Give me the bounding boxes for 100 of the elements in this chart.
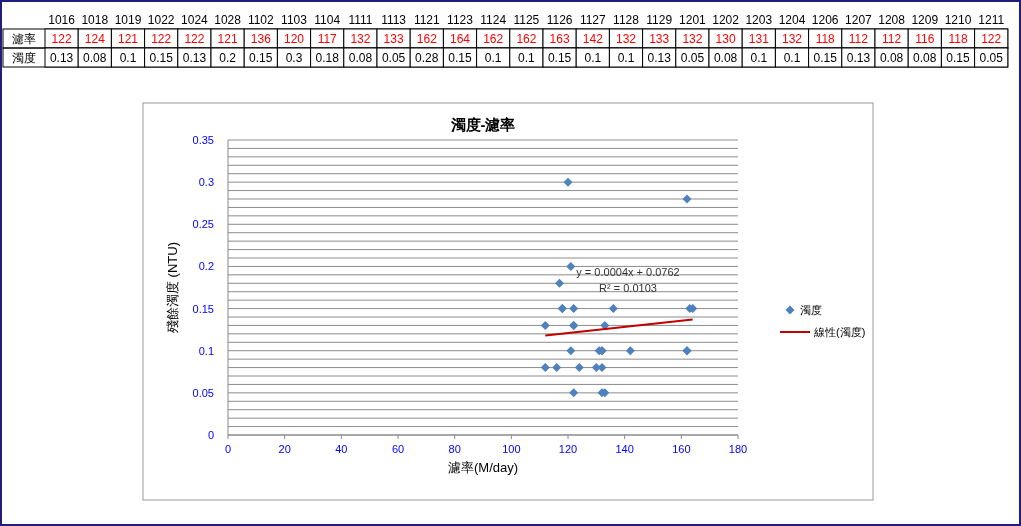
data-label: 0.3: [285, 51, 303, 65]
data-label: 130: [715, 32, 736, 46]
data-label: 120: [283, 32, 305, 46]
annotation: y = 0.0004x + 0.0762: [576, 266, 680, 278]
x-tick-label: 1125: [513, 13, 540, 27]
x-tick-label: 1028: [214, 13, 242, 27]
data-label: 112: [882, 32, 902, 46]
data-label: 0.08: [913, 51, 937, 65]
data-label: 118: [815, 32, 836, 46]
data-label: 122: [51, 32, 72, 46]
data-label: 0.15: [946, 51, 970, 65]
x-tick-label: 180: [728, 443, 748, 455]
data-label: 118: [948, 32, 968, 46]
x-tick-label: 1208: [878, 13, 906, 27]
data-label: 0.05: [680, 51, 705, 65]
y-tick-label: 0.05: [192, 386, 214, 399]
data-label: 121: [117, 32, 139, 46]
data-label: 0.13: [647, 51, 672, 65]
y-tick-label: 0.25: [192, 218, 214, 231]
data-label: 164: [449, 32, 471, 46]
data-label: 0.15: [813, 51, 838, 65]
x-tick-label: 1018: [81, 13, 109, 27]
x-tick-label: 1113: [381, 13, 407, 27]
legend-label: 線性(濁度): [813, 326, 866, 338]
x-tick-label: 1022: [147, 13, 175, 27]
x-tick-label: 1121: [413, 13, 441, 27]
x-tick-label: 1129: [646, 13, 673, 27]
data-label: 0.1: [518, 51, 536, 65]
data-label: 112: [848, 32, 869, 46]
data-label: 0.1: [617, 51, 635, 65]
legend-label: 濁度: [800, 304, 822, 316]
data-label: 162: [483, 32, 504, 46]
data-label: 0.1: [750, 51, 768, 65]
x-tick-label: 1209: [911, 13, 939, 27]
x-tick-label: 1019: [114, 13, 142, 27]
data-label: 0.05: [381, 51, 406, 65]
x-tick-label: 1102: [247, 13, 275, 27]
data-label: 0.13: [846, 51, 871, 65]
data-label: 117: [317, 32, 338, 46]
data-label: 162: [416, 32, 438, 46]
x-axis-title: 濾率(M/day): [447, 460, 519, 475]
y-tick-label: 濾率: [12, 32, 36, 46]
chart-title: 濁度-濾率: [449, 116, 516, 133]
x-tick-label: 1204: [778, 13, 806, 27]
x-tick-label: 1207: [845, 13, 873, 27]
data-label: 122: [981, 32, 1002, 46]
x-tick-label: 40: [335, 443, 348, 455]
x-tick-label: 1103: [281, 13, 308, 27]
data-label: 133: [383, 32, 404, 46]
data-label: 132: [350, 32, 371, 46]
x-tick-label: 0: [224, 443, 232, 455]
x-tick-label: 1211: [978, 13, 1005, 27]
y-tick-label: 0.3: [198, 176, 214, 189]
y-tick-label: 0.35: [192, 134, 214, 146]
data-label: 136: [250, 32, 272, 46]
data-label: 0.15: [249, 51, 273, 65]
data-label: 0.08: [83, 51, 107, 65]
data-label: 133: [649, 32, 670, 46]
x-tick-label: 80: [448, 443, 461, 455]
x-tick-label: 140: [615, 443, 634, 455]
x-tick-label: 1126: [546, 13, 573, 27]
data-label: 162: [516, 32, 537, 46]
data-label: 142: [582, 32, 604, 46]
data-label: 0.15: [448, 51, 472, 65]
annotation: R² = 0.0103: [599, 282, 657, 294]
x-tick-label: 1206: [811, 13, 839, 27]
data-label: 0.13: [182, 51, 207, 65]
data-label: 0.15: [547, 51, 572, 65]
x-tick-label: 1111: [348, 13, 373, 27]
data-label: 0.08: [348, 51, 373, 65]
data-label: 132: [781, 32, 803, 46]
x-tick-label: 1104: [314, 13, 341, 27]
y-tick-label: 0.2: [198, 260, 214, 273]
data-label: 0.2: [219, 51, 237, 65]
x-tick-label: 20: [278, 443, 291, 455]
x-tick-label: 1024: [181, 13, 209, 27]
x-tick-label: 1210: [944, 13, 972, 27]
data-label: 0.28: [415, 51, 439, 65]
x-tick-label: 60: [391, 443, 405, 455]
x-tick-label: 120: [558, 443, 578, 455]
data-label: 0.15: [149, 51, 174, 65]
x-tick-label: 160: [672, 443, 691, 455]
x-tick-label: 1203: [745, 13, 773, 27]
data-label: 121: [217, 32, 238, 46]
x-tick-label: 1128: [613, 13, 640, 27]
data-label: 163: [549, 32, 570, 46]
y-tick-label: 0.1: [198, 344, 214, 357]
data-label: 116: [915, 32, 935, 46]
data-label: 0.05: [979, 51, 1004, 65]
y-tick-label: 0.15: [192, 302, 214, 315]
x-tick-label: 1127: [579, 13, 607, 27]
data-label: 124: [84, 32, 106, 46]
x-tick-label: 1016: [48, 13, 76, 27]
x-tick-label: 1202: [712, 13, 740, 27]
x-tick-label: 100: [502, 443, 521, 455]
x-tick-label: 1124: [480, 13, 507, 27]
data-label: 0.1: [484, 51, 502, 65]
data-label: 0.13: [49, 51, 74, 65]
data-label: 122: [184, 32, 205, 46]
y-axis-title: 殘餘濁度 (NTU): [165, 242, 180, 333]
